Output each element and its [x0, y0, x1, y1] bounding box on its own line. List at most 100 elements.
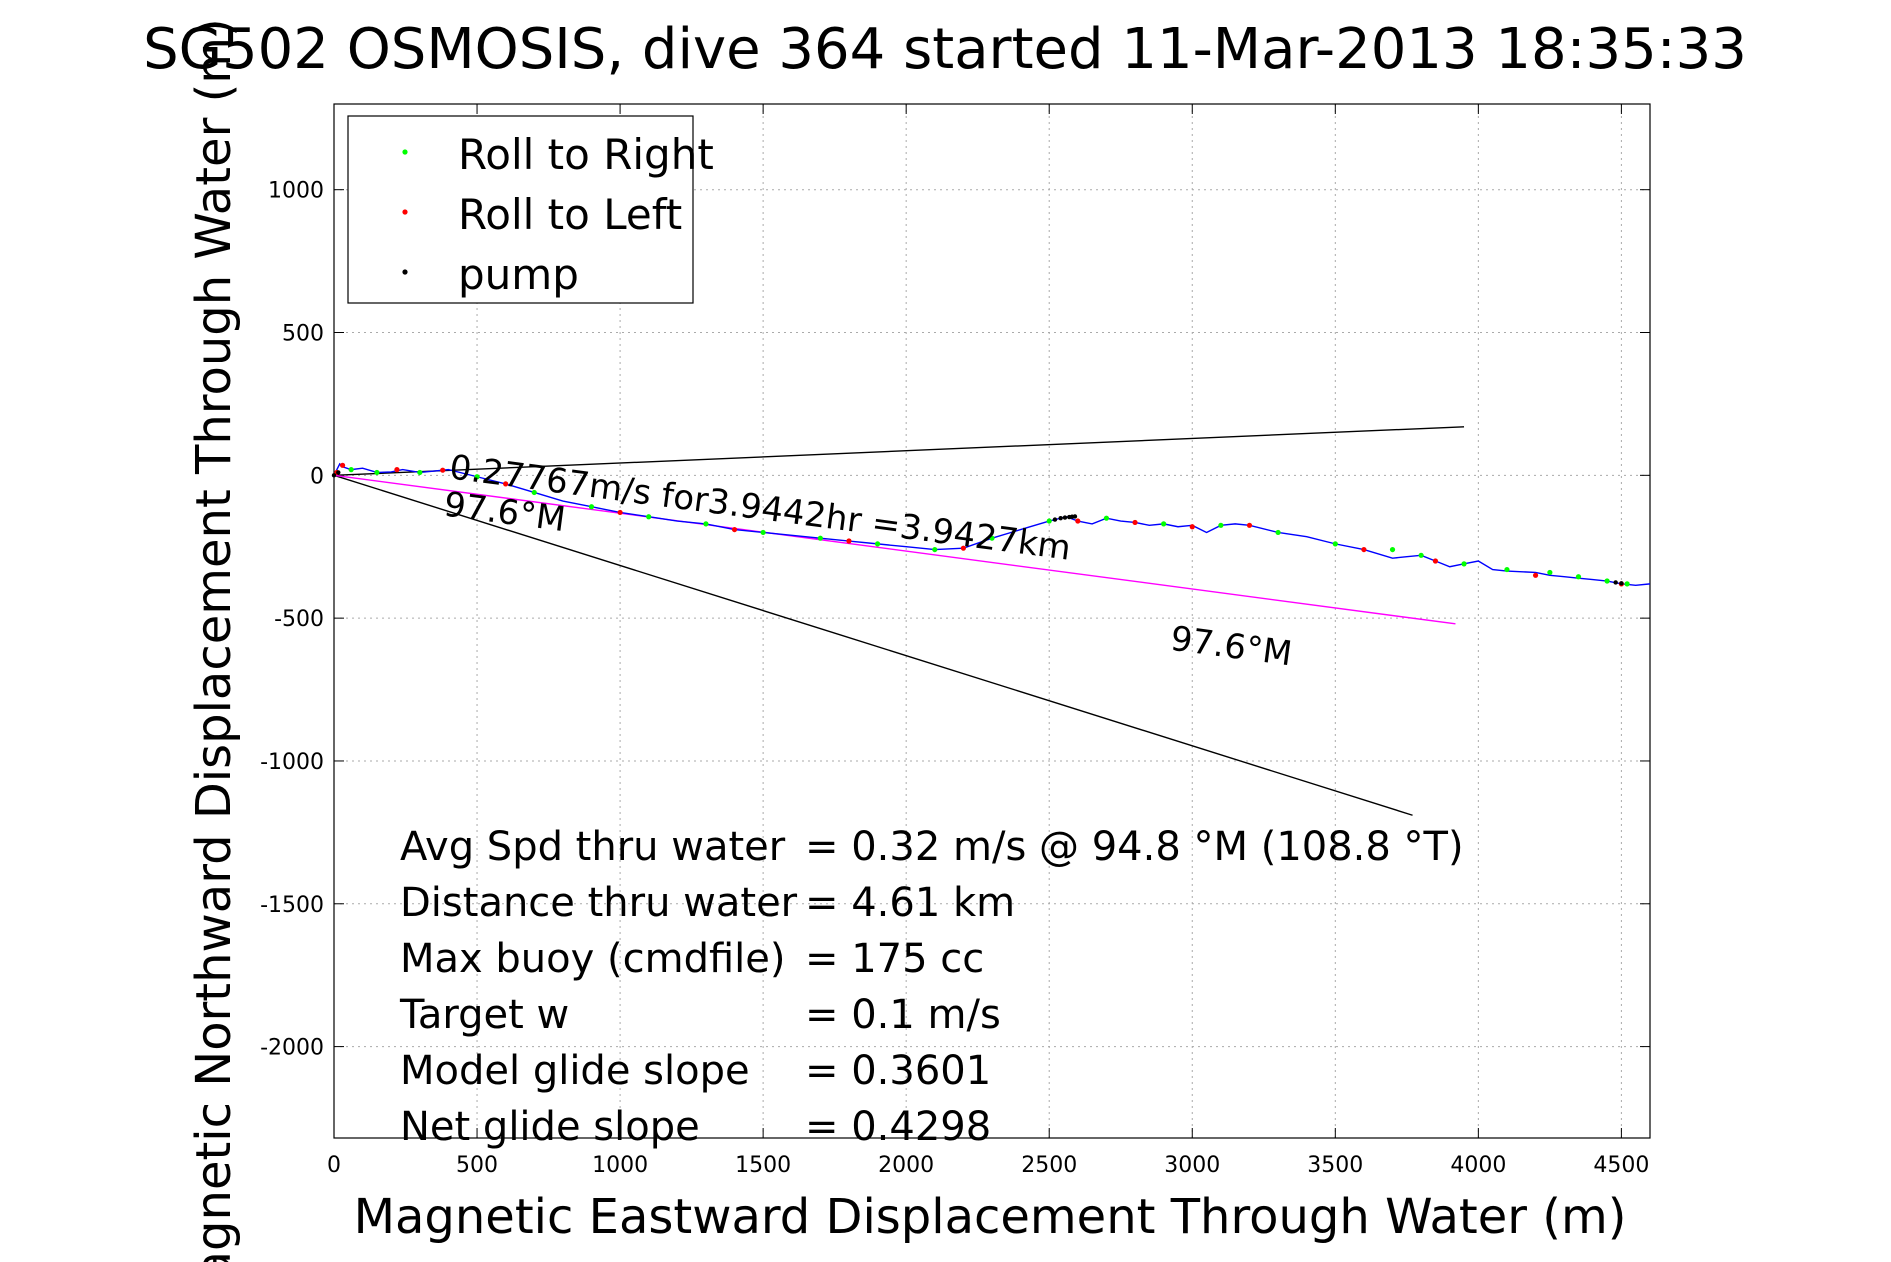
roll-right-point	[474, 474, 480, 480]
roll-right-point	[1418, 552, 1424, 558]
roll-right-point	[1604, 578, 1610, 584]
x-ticks: 0 500 1000 1500 2000 2500 3000 3500 4000 4500	[327, 104, 1649, 1178]
pump-point	[1072, 514, 1078, 519]
roll-left-point	[1132, 519, 1138, 526]
x-tick-label: 0	[327, 1153, 341, 1178]
stat-label: Distance thru water	[400, 880, 798, 926]
roll-right-point	[1389, 546, 1396, 553]
roll-right-point	[1461, 561, 1467, 567]
stat-label: Net glide slope	[400, 1104, 700, 1150]
legend-marker	[402, 209, 408, 215]
roll-right-point	[1275, 529, 1281, 536]
stat-value: = 0.1 m/s	[805, 992, 1001, 1038]
roll-right-point	[760, 529, 766, 536]
y-tick-label: 500	[282, 322, 324, 347]
roll-right-point	[588, 504, 595, 510]
roll-right-point	[703, 521, 709, 527]
roll-left-point	[1361, 546, 1367, 553]
roll-right-point	[1575, 574, 1582, 580]
roll-right-point	[348, 467, 354, 473]
x-tick-label: 3000	[1164, 1153, 1220, 1178]
y-tick-label: 1000	[268, 179, 324, 204]
pump-point	[1052, 517, 1058, 522]
roll-right-point	[374, 469, 380, 476]
roll-right-point	[932, 546, 938, 553]
reference-line	[333, 426, 1465, 477]
roll-left-point	[440, 467, 446, 473]
roll-right-point	[1161, 521, 1167, 527]
stat-label: Target w	[399, 992, 569, 1038]
chart-title: SG502 OSMOSIS, dive 364 started 11-Mar-2…	[143, 17, 1747, 82]
stat-value: = 0.4298	[805, 1104, 991, 1150]
x-tick-label: 4000	[1450, 1153, 1506, 1178]
roll-left-point	[1189, 524, 1195, 530]
stat-label: Avg Spd thru water	[400, 824, 786, 870]
legend-marker	[402, 269, 408, 275]
stat-value: = 4.61 km	[805, 880, 1015, 926]
stat-label: Model glide slope	[400, 1048, 750, 1094]
roll-right-point	[817, 535, 823, 541]
stat-value: = 175 cc	[805, 936, 984, 982]
y-tick-label: -2000	[260, 1036, 324, 1061]
x-tick-label: 500	[456, 1153, 498, 1178]
roll-left-point	[846, 538, 852, 544]
roll-right-point	[1504, 566, 1510, 573]
plot-frame	[333, 103, 1651, 1139]
stats-block: Avg Spd thru water = 0.32 m/s @ 94.8 °M (…	[399, 824, 1464, 1150]
roll-right-point	[531, 489, 537, 496]
roll-left-point	[339, 462, 346, 468]
stat-label: Max buoy (cmdfile)	[400, 936, 786, 982]
reference-line	[333, 474, 1413, 816]
pump-point	[1619, 581, 1624, 586]
pump-point	[331, 473, 337, 478]
x-tick-label: 4500	[1593, 1153, 1649, 1178]
y-tick-label: -500	[274, 607, 324, 632]
pump-point	[1062, 515, 1068, 520]
roll-left-point	[394, 467, 400, 473]
x-tick-label: 2500	[1021, 1153, 1077, 1178]
roll-right-point	[989, 535, 995, 541]
track-line	[333, 462, 1651, 586]
roll-right-point	[1218, 522, 1224, 528]
roll-right-point	[1332, 541, 1338, 547]
roll-left-point	[1432, 558, 1439, 564]
roll-left-point	[617, 509, 623, 516]
roll-right-point	[1103, 515, 1110, 521]
roll-left-point	[960, 545, 966, 551]
series	[333, 462, 1651, 586]
x-tick-label: 1000	[592, 1153, 648, 1178]
stat-value: = 0.32 m/s @ 94.8 °M (108.8 °T)	[805, 824, 1464, 870]
pump-point	[1613, 580, 1618, 585]
x-tick-label: 1500	[735, 1153, 791, 1178]
y-tick-label: -1500	[260, 893, 324, 918]
legend-label: pump	[458, 250, 579, 299]
roll-right-point	[874, 541, 881, 547]
reference-line	[333, 474, 1456, 625]
stat-value: = 0.3601	[805, 1048, 991, 1094]
roll-left-point	[731, 526, 738, 533]
reference-lines	[333, 426, 1465, 816]
legend: Roll to Right Roll to Left pump	[347, 115, 714, 304]
legend-label: Roll to Left	[458, 190, 682, 239]
pump-point	[1058, 515, 1063, 521]
x-tick-label: 3500	[1307, 1153, 1363, 1178]
points	[331, 462, 1630, 587]
roll-right-point	[1624, 581, 1630, 587]
roll-left-point	[1532, 572, 1539, 578]
roll-right-point	[1547, 569, 1553, 576]
x-axis-label: Magnetic Eastward Displacement Through W…	[354, 1189, 1627, 1245]
y-axis-label: Magnetic Northward Displacement Through …	[186, 18, 242, 1262]
legend-marker	[402, 149, 408, 155]
x-tick-label: 2000	[878, 1153, 934, 1178]
roll-left-point	[1075, 518, 1081, 524]
y-tick-label: -1000	[260, 750, 324, 775]
roll-left-point	[503, 481, 509, 487]
roll-right-point	[417, 469, 423, 476]
y-ticks: 1000 500 0 -500 -1000 -1500 -2000	[260, 179, 1650, 1061]
roll-right-point	[1046, 518, 1052, 524]
pump-point	[336, 470, 341, 475]
y-tick-label: 0	[310, 464, 324, 489]
roll-left-point	[1246, 522, 1253, 528]
